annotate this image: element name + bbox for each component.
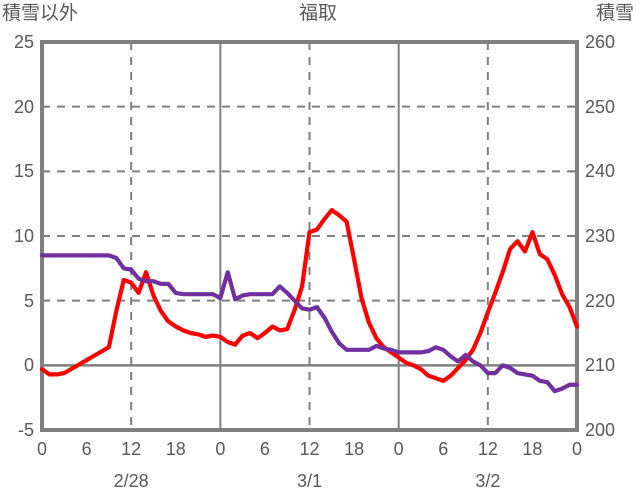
data-series <box>39 208 580 394</box>
x-axis-tick-label: 12 <box>121 439 142 459</box>
x-axis-tick-label: 6 <box>81 439 92 459</box>
y-axis-right-tick-label: 250 <box>585 96 616 117</box>
x-axis-tick-label: 6 <box>438 439 449 459</box>
y-axis-right-tick-label: 240 <box>585 161 616 182</box>
plot-border <box>40 40 579 432</box>
x-axis-tick-label: 12 <box>477 439 498 459</box>
chart-title: 福取 <box>298 3 337 24</box>
y-axis-left-tick-label: 15 <box>13 161 34 182</box>
y-axis-right-tick-label: 230 <box>585 226 616 246</box>
y-axis-left-tick-label: 5 <box>23 290 34 311</box>
x-axis-day-label: 3/2 <box>475 471 501 491</box>
x-axis-tick-label: 18 <box>344 439 365 459</box>
y-axis-left-tick-label: -5 <box>17 420 34 440</box>
x-axis-tick-label: 18 <box>165 439 186 459</box>
x-axis-tick-label: 12 <box>299 439 320 459</box>
x-axis-day-label: 3/1 <box>296 471 323 491</box>
x-axis-tick-label: 0 <box>393 439 404 459</box>
plot-frame <box>40 40 579 432</box>
right-axis-title: 積雪 <box>595 3 634 24</box>
y-axis-right-tick-label: 220 <box>585 290 616 311</box>
y-axis-left-tick-label: 20 <box>13 96 34 117</box>
y-axis-right-tick-label: 260 <box>585 32 616 52</box>
series-line-2 <box>39 253 580 394</box>
x-axis-day-label: 2/28 <box>113 471 149 491</box>
series-line-1 <box>39 208 580 383</box>
y-axis-right-tick-label: 210 <box>585 355 616 376</box>
y-axis-left-tick-label: 10 <box>13 226 34 246</box>
y-axis-right-tick-label: 200 <box>585 420 616 440</box>
left-axis-title: 積雪以外 <box>2 3 79 24</box>
y-axis-left-tick-label: 0 <box>23 355 34 376</box>
x-axis-tick-label: 18 <box>522 439 543 459</box>
y-axis-left-tick-label: 25 <box>13 32 34 52</box>
x-axis-tick-label: 6 <box>259 439 270 459</box>
x-axis-tick-label: 0 <box>571 439 582 459</box>
x-axis-tick-label: 0 <box>215 439 226 459</box>
x-axis-tick-label: 0 <box>36 439 47 459</box>
